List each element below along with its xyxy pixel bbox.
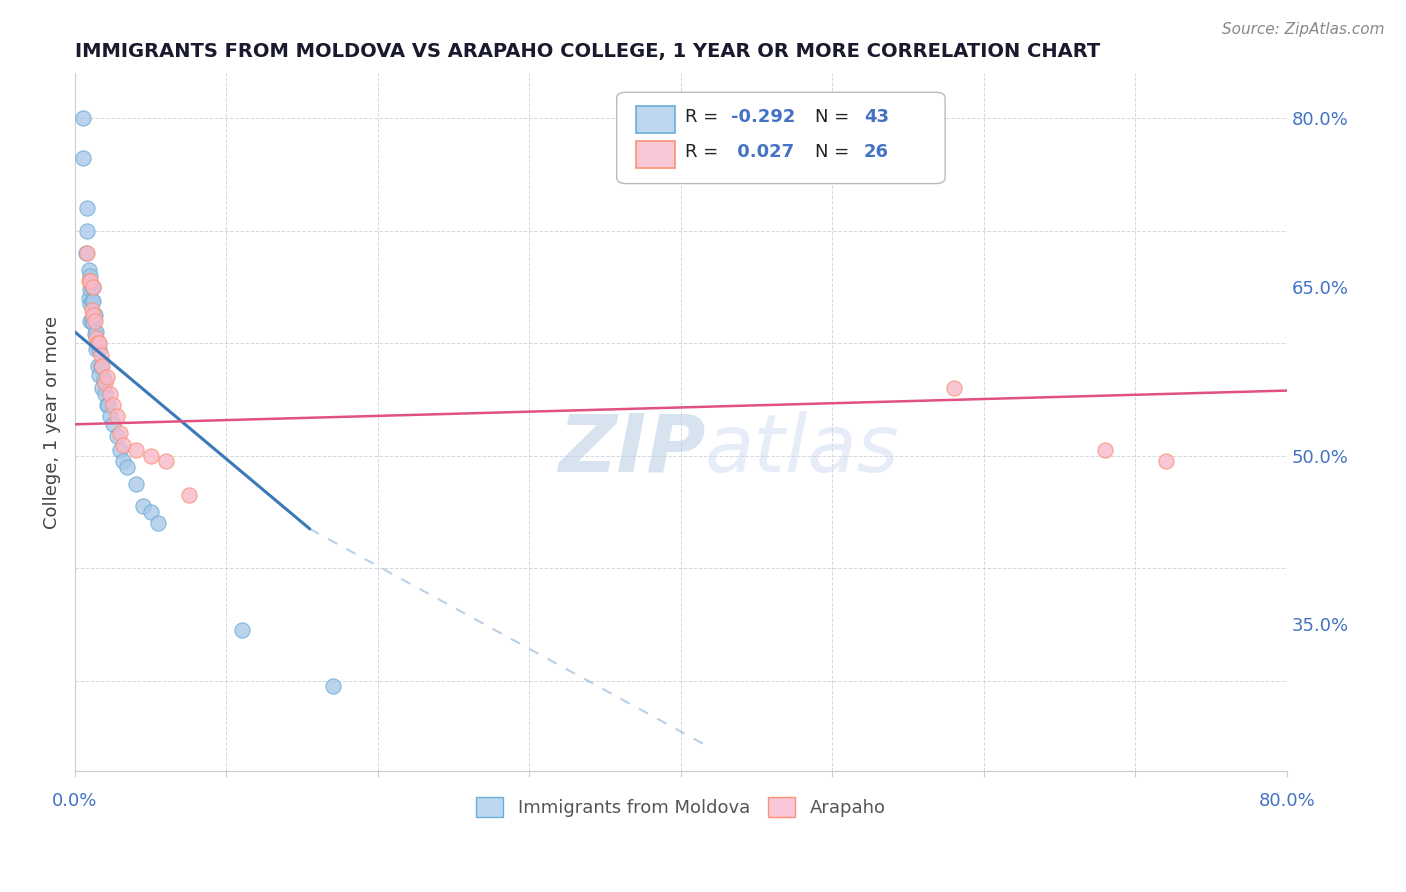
Point (76, 224, 98, 238)
Point (90, 348, 112, 362)
Text: N =: N = (815, 144, 855, 161)
Point (82, 280, 104, 294)
Point (107, 409, 129, 424)
Point (98, 387, 121, 401)
Point (322, 679, 344, 693)
Point (80, 314, 103, 328)
Point (80, 280, 103, 294)
Point (148, 516, 170, 531)
Point (90, 359, 112, 373)
Point (76, 202, 98, 216)
Point (84, 331, 107, 345)
Point (89, 342, 111, 356)
Point (101, 398, 124, 412)
FancyBboxPatch shape (636, 141, 675, 168)
Point (132, 500, 155, 514)
Point (115, 460, 138, 475)
Point (82, 280, 104, 294)
Point (82, 308, 104, 322)
Point (83, 327, 105, 342)
Text: -0.292: -0.292 (731, 108, 794, 127)
Point (77, 263, 100, 277)
Point (124, 443, 146, 458)
Point (1094, 443, 1116, 458)
Point (96, 370, 118, 384)
Point (94, 387, 117, 401)
Point (112, 454, 135, 468)
Legend: Immigrants from Moldova, Arapaho: Immigrants from Moldova, Arapaho (470, 790, 893, 824)
Text: Source: ZipAtlas.com: Source: ZipAtlas.com (1222, 22, 1385, 37)
Point (124, 477, 146, 491)
Point (72, 112, 94, 126)
Text: 26: 26 (863, 144, 889, 161)
Point (91, 359, 114, 373)
Point (80, 293, 103, 308)
Point (231, 623, 253, 637)
Point (177, 488, 200, 502)
Point (98, 409, 121, 424)
Point (107, 428, 129, 442)
Text: ZIP: ZIP (558, 411, 706, 489)
Text: 80.0%: 80.0% (1258, 791, 1315, 810)
Text: 0.027: 0.027 (731, 144, 794, 161)
Point (79, 297, 101, 311)
Point (83, 314, 105, 328)
Point (155, 454, 177, 468)
Point (79, 275, 101, 289)
Point (139, 449, 162, 463)
Point (84, 342, 107, 356)
Point (79, 268, 101, 283)
Point (87, 336, 110, 351)
Point (96, 398, 118, 412)
Point (101, 417, 124, 432)
Point (139, 505, 162, 519)
Point (72, 151, 94, 165)
Point (91, 381, 114, 395)
Text: atlas: atlas (706, 411, 900, 489)
Point (94, 376, 117, 390)
Point (942, 381, 965, 395)
Point (79, 282, 101, 296)
Point (87, 336, 110, 351)
Point (82, 316, 104, 330)
Point (77, 275, 100, 289)
FancyBboxPatch shape (636, 106, 675, 133)
Point (110, 443, 132, 458)
Point (77, 291, 100, 305)
Point (79, 314, 101, 328)
Text: 0.0%: 0.0% (52, 791, 97, 810)
Point (110, 426, 132, 441)
Point (80, 302, 103, 317)
Point (83, 308, 105, 322)
Point (97, 398, 120, 412)
Text: N =: N = (815, 108, 855, 127)
Point (89, 368, 111, 382)
FancyBboxPatch shape (617, 92, 945, 184)
Point (76, 246, 98, 260)
Point (112, 437, 135, 451)
Point (82, 293, 104, 308)
Point (93, 372, 115, 386)
Text: R =: R = (685, 108, 724, 127)
Point (89, 336, 111, 351)
Point (1154, 454, 1177, 468)
Text: R =: R = (685, 144, 724, 161)
Point (75, 246, 97, 260)
Text: 43: 43 (863, 108, 889, 127)
Point (84, 325, 107, 339)
Point (87, 359, 110, 373)
Text: IMMIGRANTS FROM MOLDOVA VS ARAPAHO COLLEGE, 1 YEAR OR MORE CORRELATION CHART: IMMIGRANTS FROM MOLDOVA VS ARAPAHO COLLE… (75, 42, 1101, 61)
Y-axis label: College, 1 year or more: College, 1 year or more (44, 316, 60, 529)
